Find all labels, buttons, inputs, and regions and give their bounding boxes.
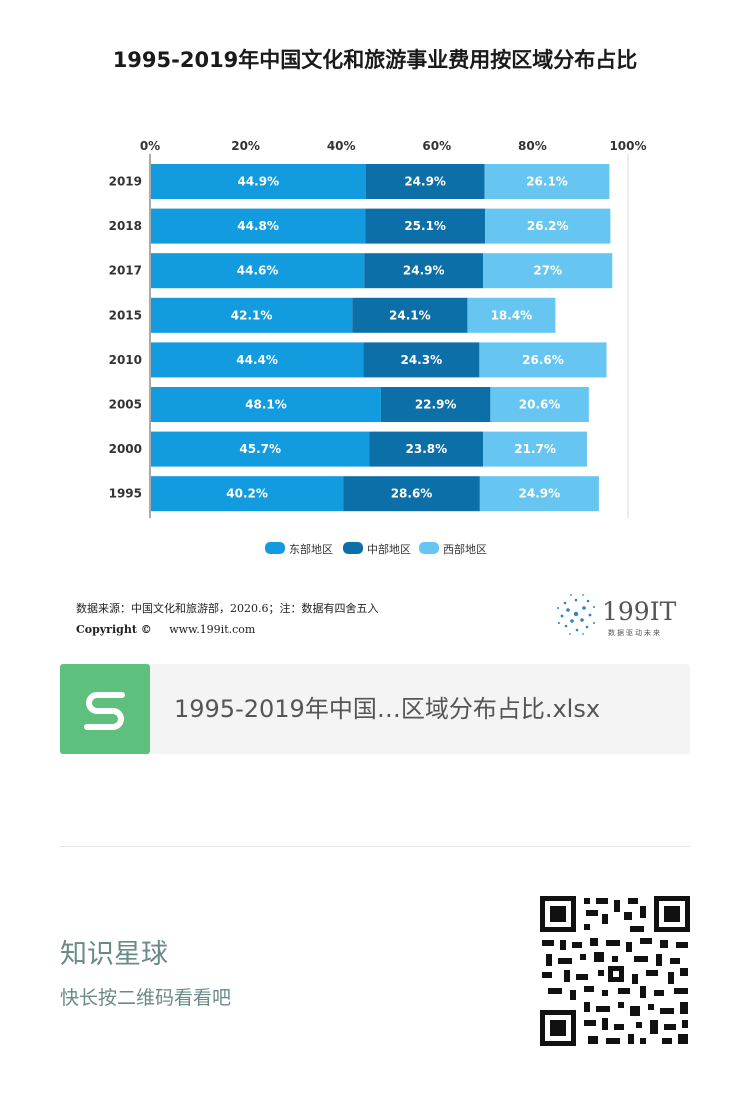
source-note: 数据来源：中国文化和旅游部，2020.6；注：数据有四舍五入 Copyright… (76, 598, 379, 640)
attachment-card[interactable]: 1995-2019年中国…区域分布占比.xlsx (60, 664, 690, 754)
x-tick-label: 0% (140, 139, 160, 153)
bar-segment (479, 342, 607, 378)
data-label: 25.1% (404, 219, 446, 233)
x-tick-label: 60% (422, 139, 451, 153)
data-label: 27% (533, 264, 562, 278)
bar-segment (483, 253, 613, 289)
website-link[interactable]: www.199it.com (169, 623, 256, 636)
data-label: 24.9% (403, 264, 445, 278)
data-label: 48.1% (245, 398, 287, 412)
bar-segment (363, 342, 480, 378)
bar-segment (151, 253, 365, 289)
category-label: 2018 (109, 219, 142, 233)
bar-segment (380, 387, 491, 422)
data-label: 28.6% (391, 487, 433, 501)
category-label: 2005 (109, 398, 142, 412)
x-tick-label: 20% (231, 139, 260, 153)
data-label: 24.3% (400, 353, 442, 367)
bar-segment (151, 297, 353, 333)
data-label: 26.1% (526, 175, 568, 189)
legend-swatch (265, 542, 285, 554)
source-text: 数据来源：中国文化和旅游部，2020.6；注：数据有四舍五入 (76, 602, 379, 615)
x-tick-label: 80% (518, 139, 547, 153)
bar-segment (365, 208, 486, 244)
x-tick-label: 100% (609, 139, 646, 153)
data-label: 21.7% (514, 442, 556, 456)
bar-segment (485, 208, 611, 244)
copyright-label: Copyright © (76, 623, 152, 636)
data-label: 40.2% (226, 487, 268, 501)
category-label: 2017 (109, 264, 142, 278)
data-label: 20.6% (519, 398, 561, 412)
data-label: 24.1% (389, 308, 431, 322)
bar-segment (151, 431, 370, 467)
chart-title: 1995-2019年中国文化和旅游事业费用按区域分布占比 (112, 48, 638, 72)
starburst-icon (557, 594, 595, 635)
brand-name: 199IT (602, 597, 677, 626)
data-label: 24.9% (404, 175, 446, 189)
bar-segment (151, 164, 366, 199)
bar-segment (490, 387, 589, 422)
bar-segment (352, 297, 468, 333)
bar-segment (151, 387, 381, 422)
bar-segment (151, 342, 364, 378)
bar-segment (151, 476, 344, 512)
data-label: 26.2% (527, 219, 569, 233)
category-label: 1995 (109, 487, 142, 501)
divider (60, 846, 690, 847)
bar-segment (343, 476, 480, 512)
promo-subtitle: 快长按二维码看看吧 (60, 987, 232, 1009)
data-label: 23.8% (406, 442, 448, 456)
x-tick-label: 40% (327, 139, 356, 153)
brand-logo: 199IT 数据驱动未来 (557, 594, 677, 637)
category-label: 2015 (109, 308, 142, 322)
qr-code-icon[interactable] (540, 896, 690, 1046)
data-label: 42.1% (231, 308, 273, 322)
bar-segment (483, 431, 587, 467)
legend-label: 东部地区 (289, 542, 333, 556)
spreadsheet-s-icon (60, 664, 150, 754)
bar-segment (369, 431, 484, 467)
legend-swatch (343, 542, 363, 554)
bar-segment (365, 164, 485, 199)
data-label: 44.9% (237, 175, 279, 189)
data-label: 44.4% (236, 353, 278, 367)
legend-swatch (419, 542, 439, 554)
data-label: 22.9% (415, 398, 457, 412)
stacked-bar-chart: 0% 20% 40% 60% 80% 100% 2019 44.9% 24.9% 26.1% 201… (109, 139, 647, 556)
data-label: 45.7% (239, 442, 281, 456)
brand-tagline: 数据驱动未来 (608, 628, 662, 637)
bar-segment (467, 297, 556, 333)
data-label: 44.8% (237, 219, 279, 233)
category-label: 2019 (109, 175, 142, 189)
category-label: 2010 (109, 353, 142, 367)
attachment-filename: 1995-2019年中国…区域分布占比.xlsx (174, 695, 601, 723)
bar-segment (479, 476, 599, 512)
category-label: 2000 (109, 442, 142, 456)
legend-label: 中部地区 (367, 542, 411, 556)
bar-segment (364, 253, 484, 289)
legend-label: 西部地区 (443, 542, 487, 556)
copyright-row: Copyright © www.199it.com (76, 619, 379, 640)
bar-segment (151, 208, 366, 244)
bar-segment (484, 164, 610, 199)
data-label: 24.9% (519, 487, 561, 501)
data-label: 44.6% (237, 264, 279, 278)
promo-title: 知识星球 (60, 939, 168, 970)
data-label: 18.4% (491, 308, 533, 322)
data-label: 26.6% (522, 353, 564, 367)
